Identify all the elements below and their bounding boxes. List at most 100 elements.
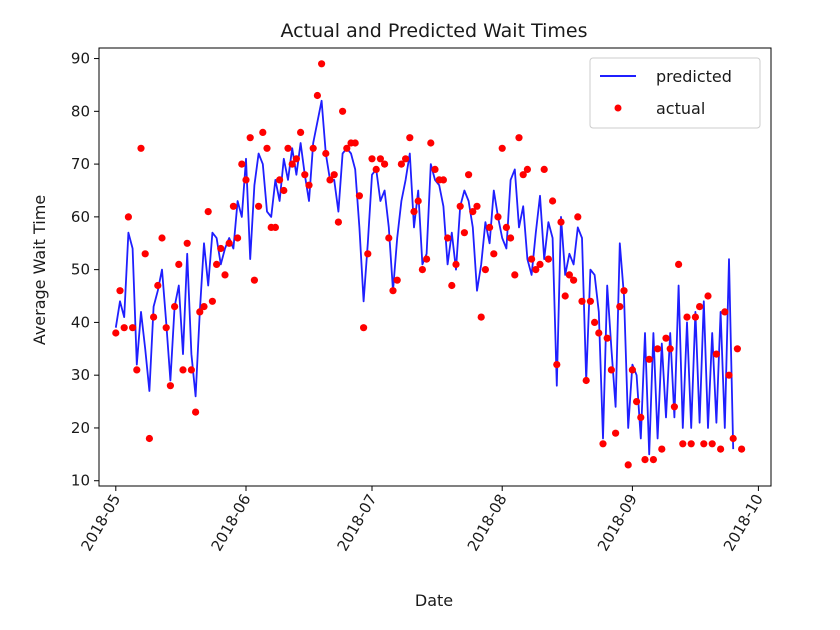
y-axis: 10 20 30 40 50 60 70 80 90 [71,50,99,490]
actual-point [561,292,569,300]
actual-point [187,366,195,374]
actual-point [250,276,258,284]
legend-predicted-label: predicted [656,67,732,86]
actual-point [620,287,628,295]
actual-point [305,181,313,189]
actual-point [137,144,145,152]
actual-point [540,165,548,173]
actual-point [721,308,729,316]
actual-point [544,255,553,263]
actual-point [507,234,515,242]
actual-point [309,144,317,152]
actual-point [708,440,716,448]
actual-point [456,202,464,210]
actual-point [376,155,384,163]
actual-point [166,382,174,390]
actual-point [431,165,439,173]
actual-point [318,60,326,68]
actual-point [733,345,742,353]
actual-point [238,160,246,168]
actual-point [498,144,506,152]
legend-actual-label: actual [656,99,705,118]
actual-point [402,155,410,163]
x-tick-label: 2018-10 [720,491,767,554]
actual-point [481,266,489,274]
actual-point [649,456,658,464]
actual-point [263,144,271,152]
y-tick-label: 10 [71,472,90,490]
actual-point [654,345,662,353]
actual-point [385,234,393,242]
actual-point [486,223,494,231]
actual-point [729,434,737,443]
actual-point [494,213,502,221]
actual-point [595,329,603,337]
y-tick-label: 50 [71,261,90,279]
actual-point [154,281,162,290]
actual-point [565,271,574,279]
actual-point [175,260,183,268]
actual-point [246,134,254,142]
actual-point [133,366,141,374]
actual-point [192,408,200,416]
actual-point [717,445,725,453]
actual-point [662,334,670,342]
actual-point [389,287,397,295]
actual-point [477,313,485,321]
actual-point [582,376,590,385]
actual-point [666,345,674,353]
actual-point [549,197,557,205]
actual-point [628,366,637,374]
actual-point [368,155,376,163]
actual-point [183,239,191,247]
actual-point [536,260,544,268]
actual-point [641,456,649,464]
actual-point [670,403,679,411]
actual-point [397,160,405,168]
actual-point [725,371,733,379]
actual-point [112,329,120,337]
actual-point [511,271,519,279]
actual-point [292,155,300,163]
actual-point [381,160,389,168]
actual-point [301,171,309,179]
actual-point [120,324,128,332]
actual-point [297,128,305,136]
actual-point [322,149,330,158]
actual-point [473,202,481,210]
actual-point [280,186,288,195]
y-tick-label: 30 [71,366,90,384]
actual-point [141,250,149,258]
actual-point [171,303,179,311]
actual-point [691,313,700,321]
actual-point [217,244,225,253]
actual-point [255,202,263,210]
actual-point [607,366,616,374]
actual-point [208,297,216,305]
actual-point [326,176,334,184]
actual-point [423,255,431,263]
actual-point [204,208,212,216]
actual-point [448,281,456,290]
actual-point [200,303,208,311]
x-tick-label: 2018-08 [464,491,511,554]
actual-point [150,313,158,321]
actual-point [591,318,599,326]
actual-point [633,398,641,406]
x-axis: 2018-05 2018-06 2018-07 2018-08 2018-09 2018-… [77,486,767,554]
actual-point [523,165,532,173]
actual-point [145,434,153,443]
plot-area [112,60,746,469]
actual-point [637,413,645,421]
actual-point [712,350,721,358]
actual-point [406,134,414,142]
x-tick-label: 2018-05 [77,491,124,554]
actual-point [700,440,708,448]
chart-title: Actual and Predicted Wait Times [281,20,588,42]
plot-frame [98,47,772,487]
y-tick-label: 40 [71,313,90,331]
actual-point [675,260,683,268]
actual-point [469,208,477,216]
legend-actual-marker [614,104,622,112]
